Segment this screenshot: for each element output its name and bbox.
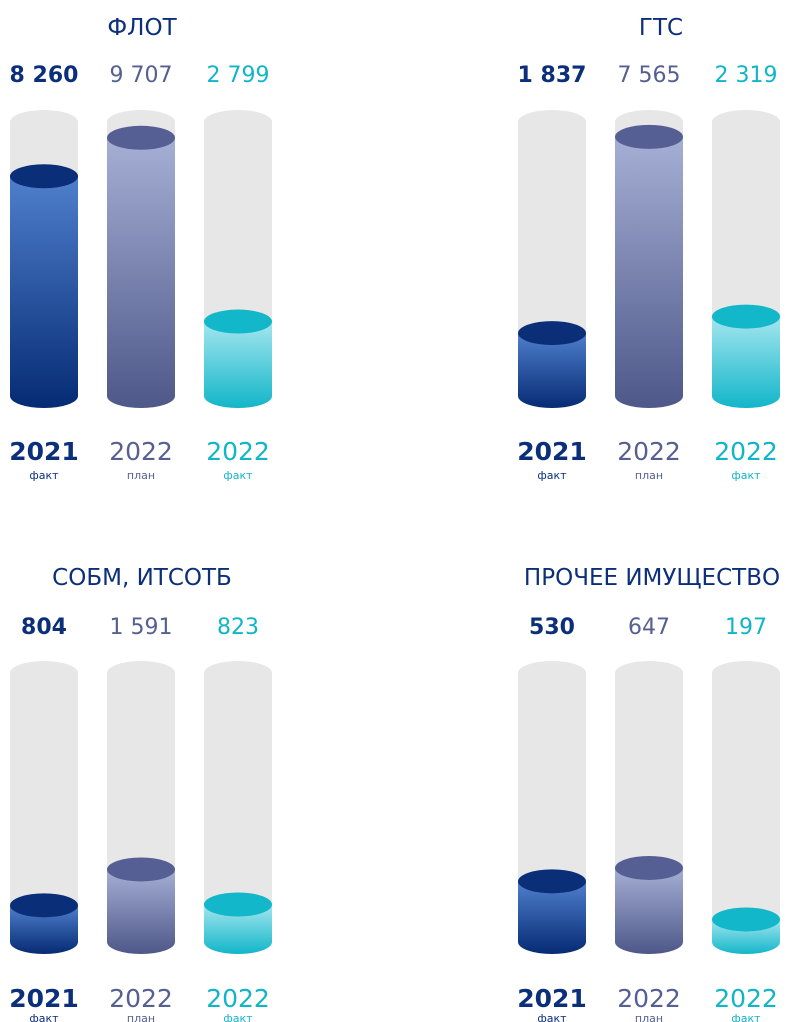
bar-plan-2022 xyxy=(107,869,175,954)
bar-cap-fact-2021 xyxy=(518,869,586,894)
bar-fact-2021 xyxy=(10,176,78,408)
value-label-fact-2021: 804 xyxy=(21,615,67,640)
value-label-plan-2022: 647 xyxy=(628,615,670,640)
chart-panel-1: ФЛОТ 8 260 2021 факт 9 707 2022 план 2 799 2022 ф… xyxy=(9,15,272,482)
bar-cap-fact-2021 xyxy=(10,893,78,918)
sub-label-plan-2022: план xyxy=(635,469,663,482)
year-label-fact-2022: 2022 xyxy=(206,984,270,1013)
year-label-plan-2022: 2022 xyxy=(109,984,173,1013)
sub-label-fact-2022: факт xyxy=(731,1012,761,1022)
year-label-plan-2022: 2022 xyxy=(109,437,173,466)
value-label-plan-2022: 1 591 xyxy=(110,615,173,640)
sub-label-plan-2022: план xyxy=(635,1012,663,1022)
chart-title: ФЛОТ xyxy=(107,15,177,41)
chart-title: ПРОЧЕЕ ИМУЩЕСТВО xyxy=(524,565,780,591)
bar-fact-2021 xyxy=(518,881,586,954)
bar-fact-2021 xyxy=(10,905,78,954)
bar-cap-plan-2022 xyxy=(107,125,175,150)
value-label-fact-2022: 823 xyxy=(217,615,259,640)
sub-label-plan-2022: план xyxy=(127,469,155,482)
year-label-fact-2022: 2022 xyxy=(206,437,270,466)
year-label-fact-2021: 2021 xyxy=(517,437,587,466)
sub-label-fact-2021: факт xyxy=(537,1012,567,1022)
sub-label-fact-2022: факт xyxy=(223,1012,253,1022)
bar-track-fact-2022 xyxy=(204,661,272,954)
chart-title: ГТС xyxy=(639,15,683,41)
bar-cap-plan-2022 xyxy=(615,855,683,880)
sub-label-plan-2022: план xyxy=(127,1012,155,1022)
sub-label-fact-2022: факт xyxy=(223,469,253,482)
bar-cap-plan-2022 xyxy=(107,857,175,882)
value-label-fact-2021: 1 837 xyxy=(518,63,587,88)
bar-cap-plan-2022 xyxy=(615,124,683,149)
value-label-plan-2022: 9 707 xyxy=(110,63,173,88)
value-label-fact-2022: 2 799 xyxy=(207,63,270,88)
bar-plan-2022 xyxy=(615,136,683,408)
year-label-fact-2021: 2021 xyxy=(517,984,587,1013)
chart-title: СОБМ, ИТСОТБ xyxy=(52,565,232,591)
bar-cap-fact-2022 xyxy=(204,309,272,334)
sub-label-fact-2021: факт xyxy=(537,469,567,482)
value-label-fact-2022: 2 319 xyxy=(715,63,778,88)
value-label-plan-2022: 7 565 xyxy=(618,63,681,88)
year-label-plan-2022: 2022 xyxy=(617,437,681,466)
bar-fact-2022 xyxy=(712,316,780,408)
bar-cap-fact-2022 xyxy=(712,304,780,329)
bar-fact-2022 xyxy=(204,904,272,954)
sub-label-fact-2021: факт xyxy=(29,469,59,482)
year-label-fact-2021: 2021 xyxy=(9,984,79,1013)
bar-track-fact-2021 xyxy=(10,661,78,954)
bar-fact-2021 xyxy=(518,333,586,408)
value-label-fact-2021: 8 260 xyxy=(10,63,79,88)
year-label-fact-2021: 2021 xyxy=(9,437,79,466)
year-label-fact-2022: 2022 xyxy=(714,437,778,466)
bar-cap-fact-2021 xyxy=(518,321,586,346)
sub-label-fact-2021: факт xyxy=(29,1012,59,1022)
bar-cap-fact-2022 xyxy=(204,892,272,917)
year-label-fact-2022: 2022 xyxy=(714,984,778,1013)
chart-panel-2: ГТС 1 837 2021 факт 7 565 2022 план 2 319 2022 фа… xyxy=(517,15,780,482)
sub-label-fact-2022: факт xyxy=(731,469,761,482)
bar-fact-2022 xyxy=(204,321,272,408)
value-label-fact-2022: 197 xyxy=(725,615,767,640)
bar-cap-fact-2021 xyxy=(10,164,78,189)
bar-plan-2022 xyxy=(107,137,175,408)
bar-plan-2022 xyxy=(615,867,683,954)
bar-track-fact-2022 xyxy=(712,661,780,954)
year-label-plan-2022: 2022 xyxy=(617,984,681,1013)
value-label-fact-2021: 530 xyxy=(529,615,575,640)
chart-panel-4: ПРОЧЕЕ ИМУЩЕСТВО5302021факт6472022план19… xyxy=(517,565,780,1022)
bar-cap-fact-2022 xyxy=(712,907,780,932)
